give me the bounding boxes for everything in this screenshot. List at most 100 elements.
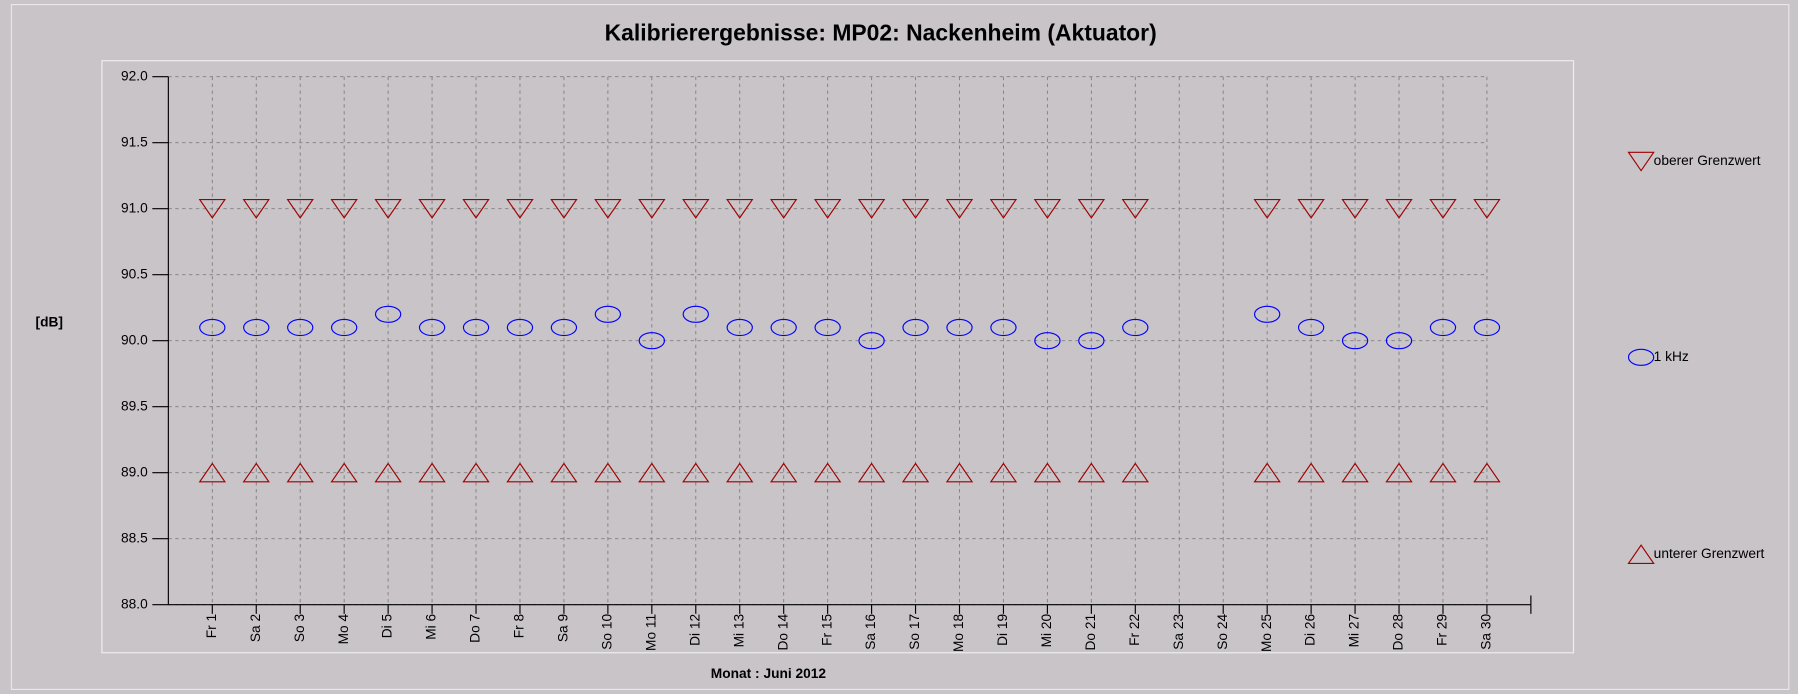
point [990,318,1017,337]
x-tick-label: Mi 27 [1347,614,1362,648]
point [198,462,226,483]
point [989,462,1018,483]
y-tick-label: 92.0 [121,68,148,83]
point [1077,462,1106,483]
point [901,462,930,483]
point [506,462,534,483]
point [1297,462,1325,483]
point [682,462,710,483]
point [638,462,666,483]
point [1473,462,1501,483]
y-tick-label: 89.5 [121,398,148,413]
point [374,462,402,483]
x-tick-label: Do 7 [468,614,483,643]
legend-marker [1627,544,1655,565]
point [1341,198,1369,219]
point [945,462,974,483]
point [594,305,622,323]
point [814,318,841,337]
point [242,198,270,219]
x-tick-label: Mi 13 [731,613,746,647]
x-tick-label: So 24 [1215,613,1230,649]
point [374,305,402,323]
point [858,332,885,350]
point [1121,198,1149,219]
point [1121,462,1149,483]
point [462,198,490,219]
x-tick-label: Fr 8 [512,613,527,638]
point [857,462,886,483]
x-tick-label: Mo 18 [951,613,966,652]
point [1253,198,1281,219]
point [1033,198,1062,219]
x-tick-label: Sa 23 [1171,613,1186,649]
x-axis-label: Monat : Juni 2012 [711,666,827,681]
x-tick-label: Do 21 [1083,614,1098,651]
point [946,318,973,337]
x-tick-label: Fr 15 [819,613,834,645]
legend-label: unterer Grenzwert [1654,546,1765,561]
point [594,198,622,219]
y-axis-label: [dB] [36,315,63,330]
x-tick-label: Di 5 [380,613,395,638]
point [418,318,446,337]
point [462,462,490,483]
point [1429,198,1457,219]
point [770,318,797,337]
point [242,462,270,483]
point [199,318,226,337]
x-tick-label: Di 19 [995,614,1010,646]
point [1385,332,1413,350]
point [1385,198,1413,219]
x-tick-label: Di 26 [1303,613,1318,645]
point [989,198,1018,219]
x-tick-label: Sa 9 [556,614,571,642]
point [1077,198,1106,219]
x-tick-label: Sa 2 [248,614,263,642]
legend-label: oberer Grenzwert [1654,153,1761,168]
x-tick-label: Mo 25 [1259,613,1274,652]
x-tick-label: Fr 22 [1127,614,1142,646]
point [1297,198,1325,219]
point [1253,462,1281,483]
point [1122,318,1149,337]
point [726,198,754,219]
y-tick-label: 91.5 [121,134,148,149]
x-tick-label: Di 12 [687,614,702,646]
point [770,462,798,483]
point [1429,318,1457,337]
point [506,198,534,219]
point [506,318,534,337]
point [330,198,358,219]
point [901,198,930,219]
legend-label: 1 kHz [1654,349,1689,364]
point [462,318,490,337]
point [330,318,358,337]
y-tick-label: 88.5 [121,530,148,545]
point [638,332,666,350]
point [726,462,754,483]
x-tick-label: Mo 11 [643,614,658,651]
x-tick-label: Mi 6 [424,613,439,639]
background [10,4,1790,690]
y-tick-label: 89.0 [121,464,148,479]
plot-panel [101,60,1575,654]
x-tick-label: Do 28 [1391,613,1406,650]
point [286,462,314,483]
point [682,305,709,323]
point [1033,462,1062,483]
point [550,198,578,219]
point [857,198,886,219]
point [770,198,798,219]
point [726,318,753,337]
x-tick-label: So 10 [600,613,615,649]
legend-marker [1627,151,1655,172]
point [550,462,578,483]
point [682,198,710,219]
point [594,462,622,483]
point [945,198,974,219]
point [198,198,226,219]
point [1034,332,1061,350]
point [1341,332,1369,350]
point [243,318,270,337]
